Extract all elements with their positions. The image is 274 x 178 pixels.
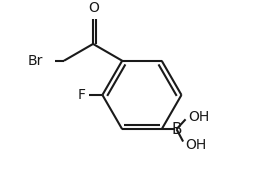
Text: F: F <box>78 88 86 102</box>
Text: OH: OH <box>185 138 207 152</box>
Text: O: O <box>89 1 99 15</box>
Text: OH: OH <box>188 110 209 124</box>
Text: B: B <box>171 122 182 137</box>
Text: Br: Br <box>28 54 43 68</box>
